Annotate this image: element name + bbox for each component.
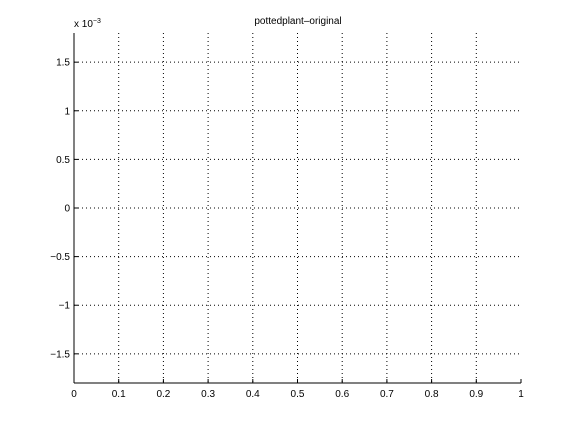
y-tick-label: −1 [59,301,71,312]
y-tick-label: 0 [64,204,70,215]
x-tick-label: 0 [71,389,77,400]
y-tick-label: 0.5 [56,155,70,166]
x-tick-label: 0.5 [291,389,305,400]
y-tick-label: 1 [64,106,70,117]
y-tick-label: 1.5 [56,58,70,69]
y-tick-label: −0.5 [50,252,70,263]
x-tick-label: 0.6 [335,389,349,400]
x-tick-label: 0.3 [201,389,215,400]
y-axis-scale-factor: x 10−3 [74,18,101,30]
x-tick-label: 0.9 [469,389,483,400]
y-scale-exponent: −3 [93,18,101,25]
x-tick-label: 1 [518,389,524,400]
chart-title: pottedplant–original [254,16,341,27]
y-scale-base: x 10 [74,19,93,30]
x-tick-label: 0.7 [380,389,394,400]
tick-layer: 0 0.1 0.2 0.3 0.4 0.5 0.6 0.7 0.8 0.9 1 −1.5 −1 −0.5 0… [50,58,524,400]
x-tick-label: 0.2 [156,389,170,400]
x-tick-label: 0.1 [112,389,126,400]
x-tick-label: 0.8 [425,389,439,400]
grid-layer [74,33,521,383]
y-tick-label: −1.5 [50,349,70,360]
x-tick-label: 0.4 [246,389,260,400]
